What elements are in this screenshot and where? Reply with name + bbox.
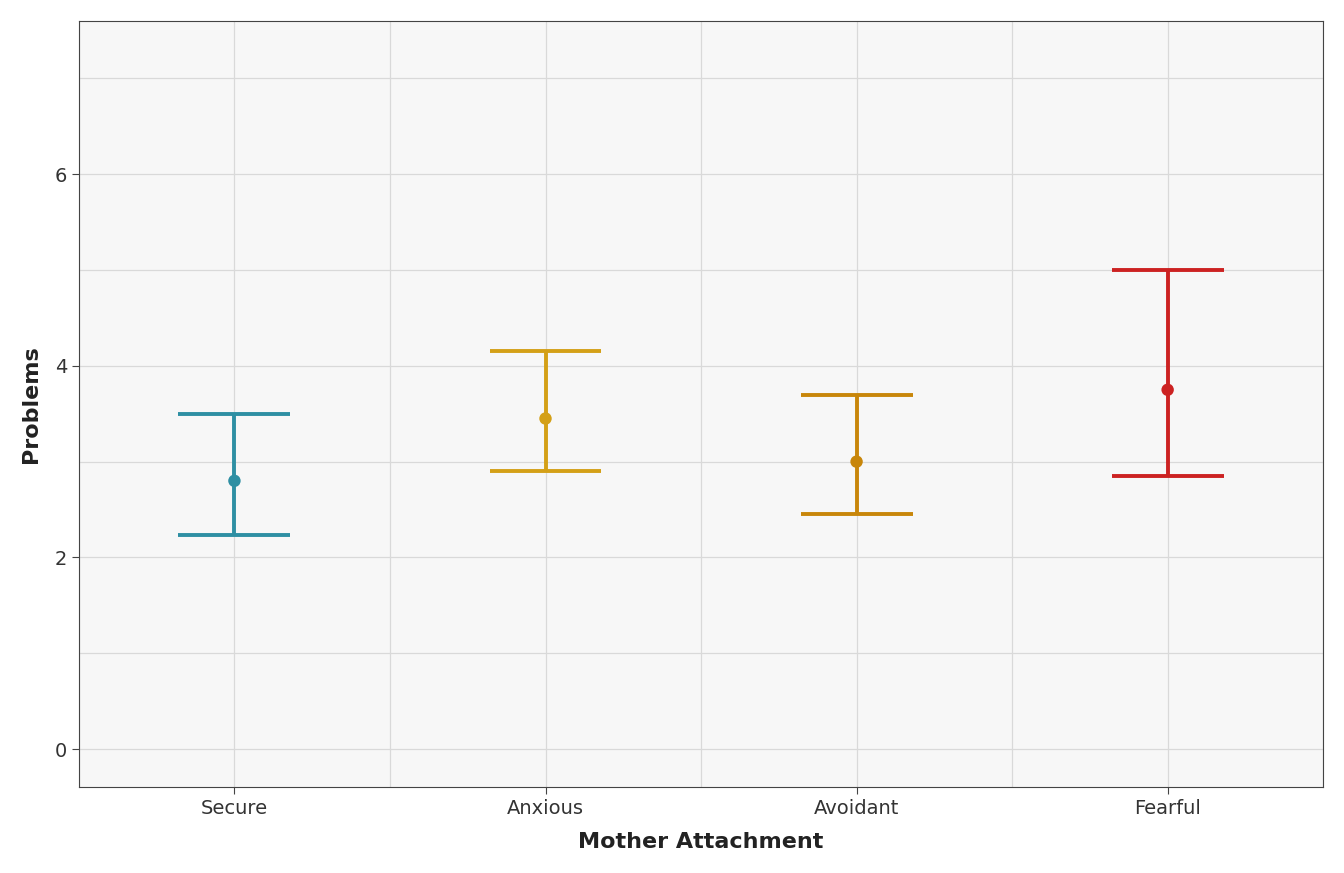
Point (535, 411, 556, 425)
Point (845, 455, 867, 469)
Y-axis label: Problems: Problems (22, 346, 40, 463)
Point (1157, 382, 1179, 396)
Point (223, 474, 245, 488)
X-axis label: Mother Attachment: Mother Attachment (578, 832, 824, 852)
